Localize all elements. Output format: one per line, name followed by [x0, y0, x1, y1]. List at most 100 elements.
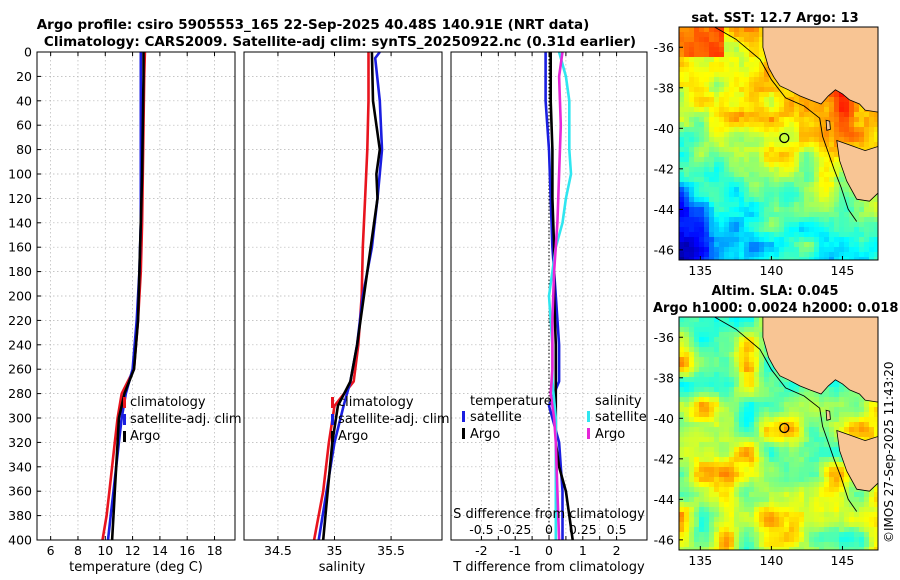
map-pixel	[749, 222, 755, 228]
map-pixel	[774, 182, 780, 188]
map-pixel	[719, 82, 725, 88]
map-pixel	[729, 507, 735, 513]
map-pixel	[729, 357, 735, 363]
map-pixel	[854, 122, 860, 128]
map-pixel	[734, 457, 740, 463]
map-pixel	[769, 207, 775, 213]
map-pixel	[809, 442, 815, 448]
map-pixel	[874, 117, 878, 123]
map-pixel	[819, 147, 825, 153]
map-pixel	[754, 72, 760, 78]
x2-tick-label: 0	[545, 522, 553, 537]
map-pixel	[834, 102, 840, 108]
map-pixel	[794, 207, 800, 213]
map-pixel	[749, 362, 755, 368]
map-pixel	[824, 177, 830, 183]
map-pixel	[719, 187, 725, 193]
map-pixel	[754, 352, 760, 358]
map-pixel	[874, 497, 878, 503]
map-pixel	[734, 107, 740, 113]
map-pixel	[804, 417, 810, 423]
map-pixel	[819, 527, 825, 533]
map-pixel	[719, 122, 725, 128]
map-pixel	[769, 467, 775, 473]
map-pixel	[749, 192, 755, 198]
map-pixel	[794, 387, 800, 393]
map-pixel	[709, 332, 715, 338]
map-pixel	[779, 437, 785, 443]
map-pixel	[719, 62, 725, 68]
map-pixel	[754, 252, 760, 258]
map-pixel	[679, 517, 685, 523]
map-pixel	[734, 522, 740, 528]
map-pixel	[734, 502, 740, 508]
map-pixel	[729, 162, 735, 168]
map-pixel	[789, 477, 795, 483]
map-pixel	[709, 247, 715, 253]
map-pixel	[724, 507, 730, 513]
map-pixel	[789, 422, 795, 428]
map-pixel	[849, 117, 855, 123]
map-pixel	[769, 437, 775, 443]
map-pixel	[689, 532, 695, 538]
map-pixel	[684, 157, 690, 163]
map-pixel	[869, 427, 875, 433]
map-pixel	[699, 427, 705, 433]
map-pixel	[699, 437, 705, 443]
map-pixel	[764, 217, 770, 223]
map-pixel	[844, 497, 850, 503]
map-pixel	[829, 422, 835, 428]
map-pixel	[789, 462, 795, 468]
map-pixel	[799, 487, 805, 493]
map-pixel	[739, 367, 745, 373]
map-pixel	[799, 507, 805, 513]
map-pixel	[769, 97, 775, 103]
map-pixel	[704, 27, 710, 33]
map-pixel	[759, 457, 765, 463]
map-pixel	[709, 162, 715, 168]
map-pixel	[729, 347, 735, 353]
map-pixel	[779, 467, 785, 473]
x2-tick-label: -0.5	[469, 522, 493, 537]
map-pixel	[704, 402, 710, 408]
map-pixel	[854, 492, 860, 498]
map-pixel	[729, 422, 735, 428]
map-pixel	[794, 97, 800, 103]
map-pixel	[739, 27, 745, 33]
map-pixel	[744, 212, 750, 218]
map-pixel	[819, 192, 825, 198]
map-pixel	[689, 142, 695, 148]
map-pixel	[719, 437, 725, 443]
map-pixel	[819, 502, 825, 508]
map-pixel	[764, 522, 770, 528]
map-pixel	[804, 257, 810, 260]
map-pixel	[734, 402, 740, 408]
map-pixel	[709, 522, 715, 528]
map-pixel	[754, 117, 760, 123]
map-pixel	[794, 132, 800, 138]
map-pixel	[869, 512, 875, 518]
sla-map-panel: Altim. SLA: 0.045 Argo h1000: 0.0024 h20…	[653, 284, 898, 568]
map-pixel	[734, 137, 740, 143]
map-pixel	[724, 202, 730, 208]
map-pixel	[799, 467, 805, 473]
map-pixel	[814, 452, 820, 458]
map-pixel	[679, 437, 685, 443]
map-pixel	[729, 152, 735, 158]
map-pixel	[754, 212, 760, 218]
map-pixel	[709, 192, 715, 198]
map-pixel	[824, 482, 830, 488]
map-pixel	[739, 512, 745, 518]
map-pixel	[779, 252, 785, 258]
map-pixel	[804, 422, 810, 428]
map-pixel	[774, 97, 780, 103]
map-pixel	[824, 162, 830, 168]
map-pixel	[754, 82, 760, 88]
map-pixel	[734, 492, 740, 498]
map-pixel	[789, 257, 795, 260]
map-pixel	[779, 482, 785, 488]
map-pixel	[744, 82, 750, 88]
map-pixel	[754, 87, 760, 93]
map-pixel	[804, 102, 810, 108]
map-pixel	[789, 92, 795, 98]
